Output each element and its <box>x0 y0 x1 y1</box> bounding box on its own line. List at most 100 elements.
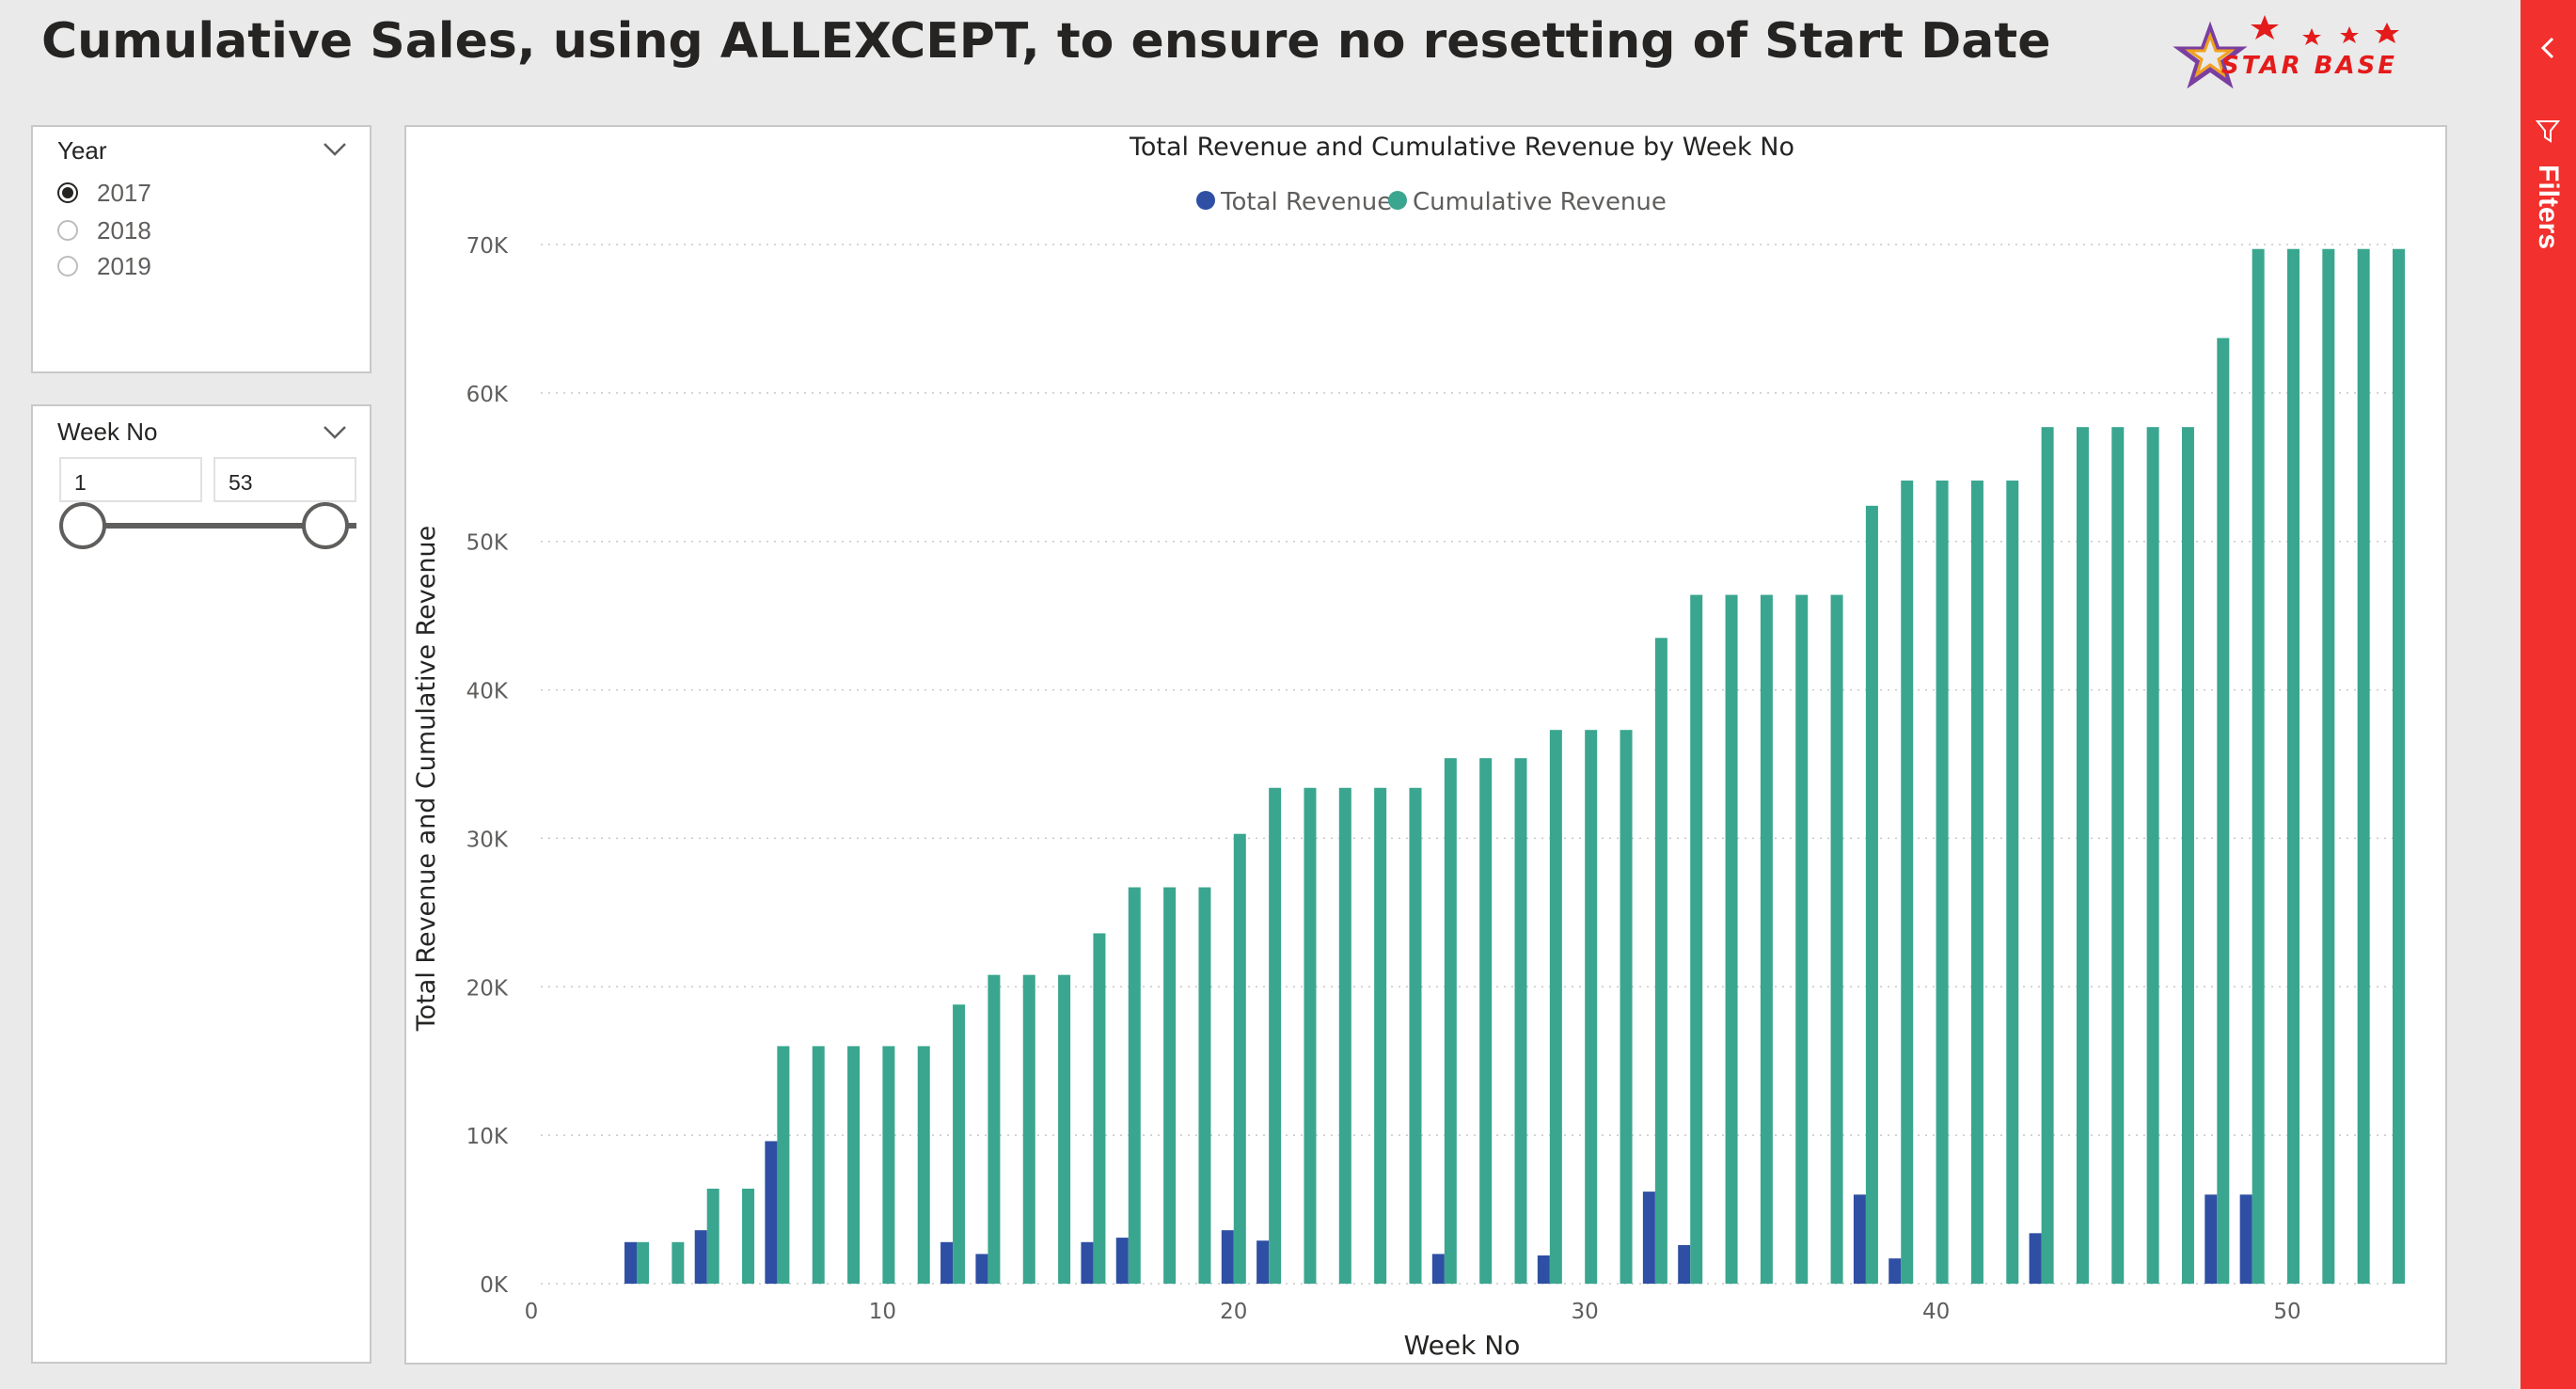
bar-cumulative-revenue <box>777 1046 790 1284</box>
bar-cumulative-revenue <box>1585 730 1598 1284</box>
x-tick-label: 0 <box>525 1300 539 1324</box>
bar-cumulative-revenue <box>1022 974 1035 1284</box>
bar-cumulative-revenue <box>1514 758 1527 1284</box>
y-tick-label: 0K <box>480 1273 509 1298</box>
year-option-label: 2017 <box>97 178 151 207</box>
year-option-2018[interactable]: 2018 <box>57 213 151 247</box>
bar-cumulative-revenue <box>988 974 1001 1284</box>
year-option-2019[interactable]: 2019 <box>57 249 151 283</box>
year-option-label: 2018 <box>97 215 151 245</box>
radio-selected-icon[interactable] <box>57 182 78 203</box>
y-tick-label: 70K <box>466 234 509 259</box>
week-min-input[interactable]: 1 <box>59 457 202 502</box>
bar-cumulative-revenue <box>1444 758 1457 1284</box>
y-tick-label: 50K <box>466 531 509 556</box>
bar-cumulative-revenue <box>2286 248 2299 1284</box>
bar-total-revenue <box>1678 1244 1691 1284</box>
bar-cumulative-revenue <box>1830 594 1843 1284</box>
bar-cumulative-revenue <box>847 1046 861 1284</box>
bar-cumulative-revenue <box>1093 933 1106 1284</box>
bar-cumulative-revenue <box>1409 787 1422 1284</box>
bar-cumulative-revenue <box>1128 887 1141 1284</box>
bar-cumulative-revenue <box>672 1241 685 1284</box>
filters-pane-label[interactable]: Filters <box>2533 165 2564 250</box>
bar-total-revenue <box>1081 1241 1094 1284</box>
bar-cumulative-revenue <box>706 1188 719 1284</box>
bar-cumulative-revenue <box>1795 594 1809 1284</box>
chevron-down-icon[interactable] <box>323 425 347 440</box>
year-slicer: Year 2017 2018 2019 <box>31 125 371 373</box>
filters-pane[interactable] <box>2521 0 2576 1389</box>
bar-total-revenue <box>694 1230 707 1284</box>
y-tick-label: 20K <box>466 976 509 1001</box>
radio-unselected-icon[interactable] <box>57 220 78 241</box>
bar-cumulative-revenue <box>2146 427 2159 1284</box>
legend-marker-total-revenue <box>1196 191 1215 210</box>
x-axis-title: Week No <box>1404 1330 1521 1361</box>
legend-label-cumulative-revenue: Cumulative Revenue <box>1413 188 1667 216</box>
bar-total-revenue <box>940 1241 954 1284</box>
year-slicer-title: Year <box>57 136 107 165</box>
x-tick-label: 30 <box>1572 1300 1599 1324</box>
funnel-icon <box>2535 120 2561 143</box>
bar-cumulative-revenue <box>1725 594 1738 1284</box>
week-min-handle[interactable] <box>59 502 106 549</box>
y-axis-title: Total Revenue and Cumulative Revenue <box>412 526 441 1032</box>
bar-total-revenue <box>975 1254 988 1284</box>
bar-cumulative-revenue <box>2252 248 2265 1284</box>
bar-cumulative-revenue <box>1479 758 1493 1284</box>
bar-cumulative-revenue <box>1760 594 1773 1284</box>
revenue-chart: Total Revenue and Cumulative Revenue by … <box>412 133 2405 1361</box>
bar-cumulative-revenue <box>917 1046 930 1284</box>
bar-cumulative-revenue <box>953 1004 966 1284</box>
week-range-track[interactable] <box>82 523 356 529</box>
bar-cumulative-revenue <box>1338 787 1351 1284</box>
bar-total-revenue <box>624 1241 638 1284</box>
bar-cumulative-revenue <box>1690 594 1703 1284</box>
bar-cumulative-revenue <box>1374 787 1387 1284</box>
bar-cumulative-revenue <box>637 1241 650 1284</box>
bar-total-revenue <box>765 1141 778 1284</box>
year-option-2017[interactable]: 2017 <box>57 176 151 210</box>
bar-total-revenue <box>2205 1194 2218 1284</box>
bar-cumulative-revenue <box>1970 480 1983 1284</box>
week-max-input[interactable]: 53 <box>213 457 356 502</box>
chart-card: Total Revenue and Cumulative Revenue by … <box>404 125 2447 1365</box>
bar-total-revenue <box>2239 1194 2252 1284</box>
x-tick-label: 20 <box>1220 1300 1247 1324</box>
legend-marker-cumulative-revenue <box>1388 191 1407 210</box>
star-base-logo: STAR BASE <box>2154 9 2426 103</box>
bar-cumulative-revenue <box>1163 887 1177 1284</box>
bar-total-revenue <box>1115 1238 1129 1284</box>
bar-total-revenue <box>2029 1233 2042 1284</box>
bar-cumulative-revenue <box>2006 480 2019 1284</box>
x-tick-label: 40 <box>1922 1300 1950 1324</box>
bar-cumulative-revenue <box>1936 480 1949 1284</box>
bar-cumulative-revenue <box>1058 974 1071 1284</box>
x-tick-label: 10 <box>869 1300 896 1324</box>
bar-total-revenue <box>1853 1194 1866 1284</box>
bar-cumulative-revenue <box>1233 833 1246 1284</box>
y-tick-label: 30K <box>466 828 509 852</box>
bar-cumulative-revenue <box>1865 505 1878 1284</box>
x-tick-label: 50 <box>2273 1300 2300 1324</box>
bar-cumulative-revenue <box>812 1046 825 1284</box>
bar-cumulative-revenue <box>2111 427 2125 1284</box>
bar-total-revenue <box>1256 1240 1270 1284</box>
bar-cumulative-revenue <box>2076 427 2089 1284</box>
bar-cumulative-revenue <box>1304 787 1317 1284</box>
chevron-left-icon[interactable] <box>2534 34 2562 62</box>
bar-cumulative-revenue <box>1620 730 1633 1284</box>
bar-cumulative-revenue <box>1549 730 1562 1284</box>
week-no-slicer: Week No 1 53 <box>31 404 371 1364</box>
bar-cumulative-revenue <box>2217 338 2230 1284</box>
y-tick-label: 40K <box>466 680 509 704</box>
radio-unselected-icon[interactable] <box>57 256 78 276</box>
bar-cumulative-revenue <box>2357 248 2370 1284</box>
chevron-down-icon[interactable] <box>323 142 347 157</box>
y-tick-label: 10K <box>466 1125 509 1149</box>
bar-total-revenue <box>1431 1254 1445 1284</box>
week-max-handle[interactable] <box>302 502 349 549</box>
bar-cumulative-revenue <box>742 1188 755 1284</box>
week-slicer-title: Week No <box>57 418 158 446</box>
